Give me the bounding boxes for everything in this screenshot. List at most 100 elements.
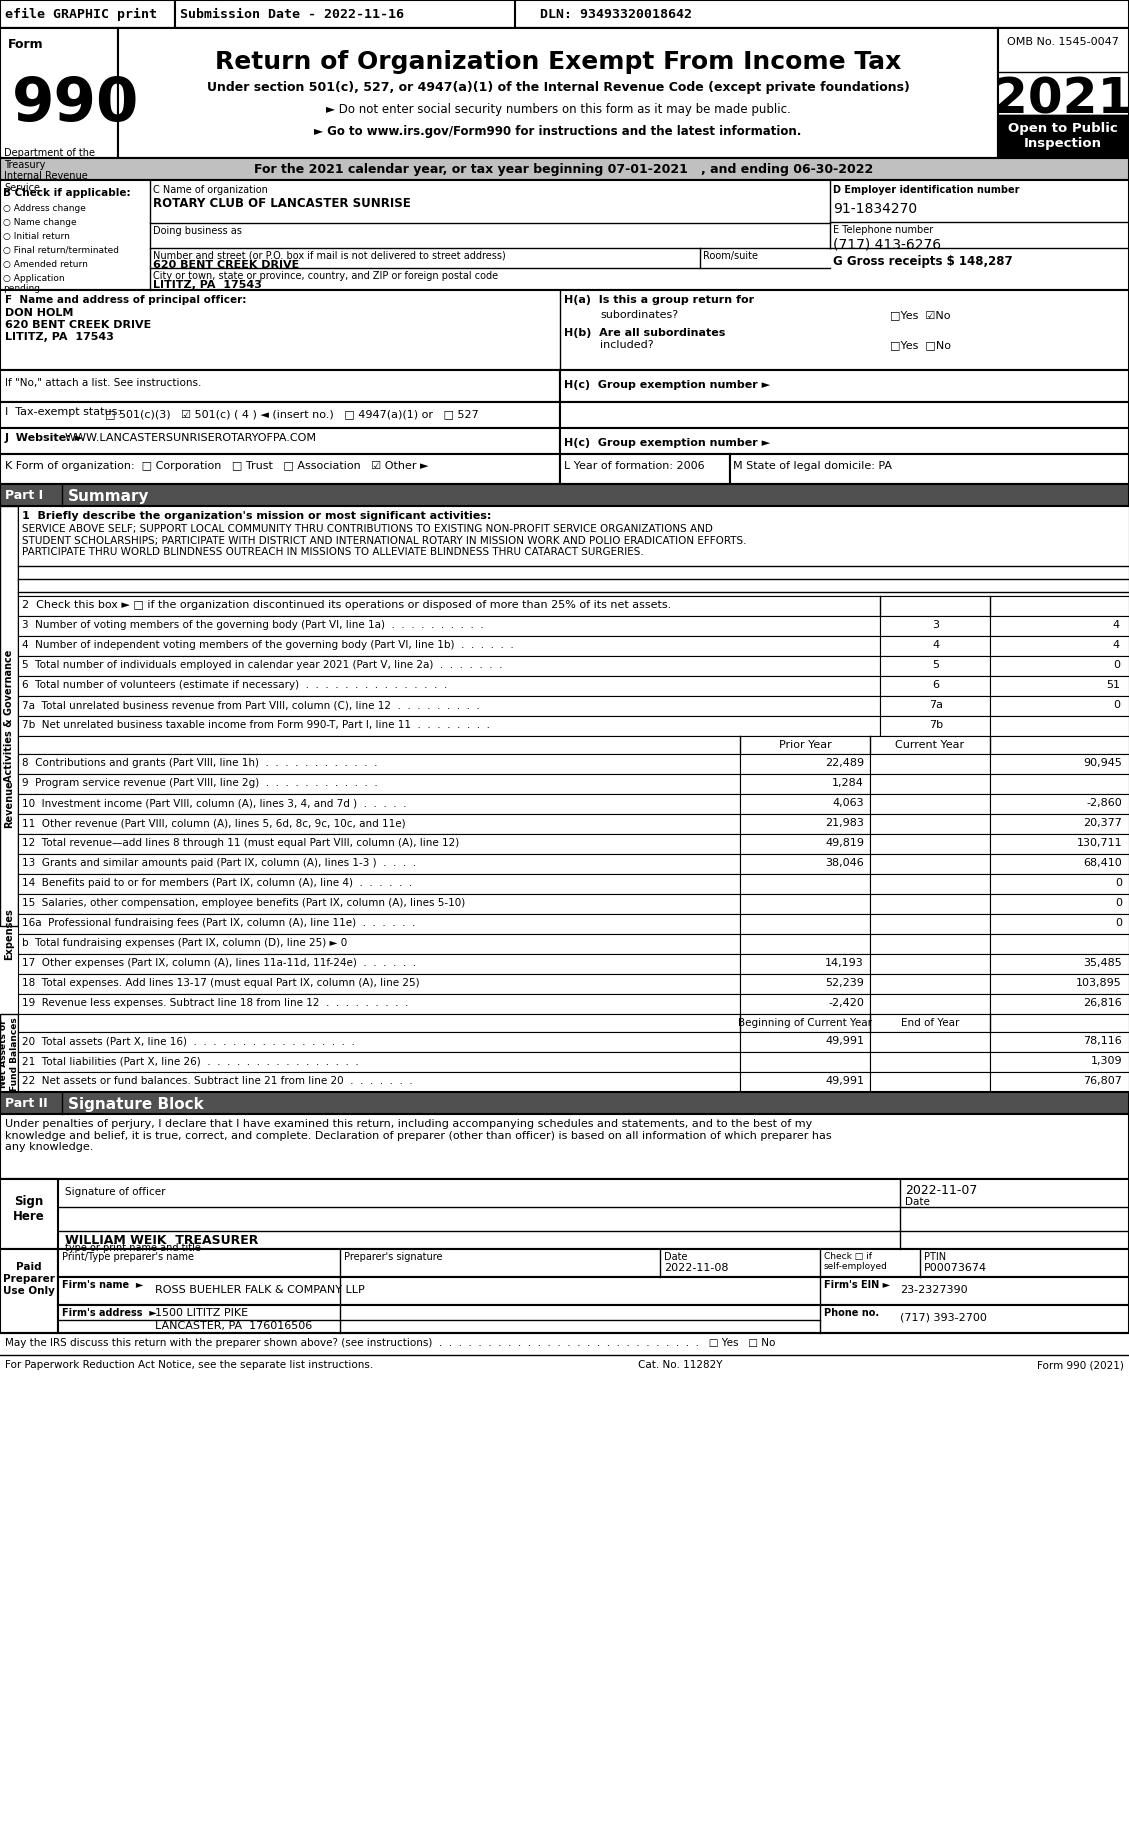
Bar [879, 656, 990, 676]
Bar [58, 1305, 1129, 1332]
Text: 0: 0 [1113, 660, 1120, 671]
Text: LITITZ, PA  17543: LITITZ, PA 17543 [154, 281, 262, 290]
Text: 1500 LITITZ PIKE: 1500 LITITZ PIKE [155, 1308, 248, 1318]
Text: B Check if applicable:: B Check if applicable: [3, 188, 131, 198]
Text: H(c)  Group exemption number ►: H(c) Group exemption number ► [564, 438, 770, 447]
Bar [739, 894, 870, 915]
Text: 4,063: 4,063 [832, 798, 864, 808]
Text: 38,046: 38,046 [825, 857, 864, 869]
Text: Phone no.: Phone no. [824, 1308, 879, 1318]
Text: City or town, state or province, country, and ZIP or foreign postal code: City or town, state or province, country… [154, 272, 498, 281]
Bar [18, 615, 879, 636]
Bar [18, 915, 739, 933]
Text: Beginning of Current Year: Beginning of Current Year [738, 1018, 872, 1027]
Bar [18, 715, 879, 736]
Bar [879, 715, 990, 736]
Text: 5: 5 [933, 660, 939, 671]
Text: SERVICE ABOVE SELF; SUPPORT LOCAL COMMUNITY THRU CONTRIBUTIONS TO EXISTING NON-P: SERVICE ABOVE SELF; SUPPORT LOCAL COMMUN… [21, 525, 746, 558]
Text: M State of legal domicile: PA: M State of legal domicile: PA [733, 460, 892, 471]
Bar [730, 455, 1129, 484]
Text: b  Total fundraising expenses (Part IX, column (D), line 25) ► 0: b Total fundraising expenses (Part IX, c… [21, 939, 348, 948]
Bar [18, 1072, 739, 1092]
Bar [990, 954, 1129, 974]
Bar [18, 933, 739, 954]
Bar [739, 1072, 870, 1092]
Text: Under penalties of perjury, I declare that I have examined this return, includin: Under penalties of perjury, I declare th… [5, 1120, 832, 1151]
Text: For the 2021 calendar year, or tax year beginning 07-01-2021   , and ending 06-3: For the 2021 calendar year, or tax year … [254, 163, 874, 176]
Text: Cat. No. 11282Y: Cat. No. 11282Y [638, 1360, 723, 1369]
Text: 6: 6 [933, 680, 939, 689]
Bar [0, 1249, 58, 1332]
Bar [998, 115, 1129, 157]
Text: 2  Check this box ► □ if the organization discontinued its operations or dispose: 2 Check this box ► □ if the organization… [21, 601, 672, 610]
Text: L Year of formation: 2006: L Year of formation: 2006 [564, 460, 704, 471]
Bar [18, 774, 739, 795]
Bar [0, 1179, 58, 1249]
Text: 2022-11-07: 2022-11-07 [905, 1185, 978, 1198]
Text: Form: Form [8, 39, 44, 52]
Text: ○ Amended return: ○ Amended return [3, 261, 88, 270]
Bar [739, 774, 870, 795]
Text: ○ Initial return: ○ Initial return [3, 233, 70, 240]
Bar [0, 429, 560, 455]
Text: 2022-11-08: 2022-11-08 [664, 1262, 728, 1273]
Text: 0: 0 [1115, 918, 1122, 928]
Bar [879, 636, 990, 656]
Bar [0, 455, 560, 484]
Bar [739, 854, 870, 874]
Bar [870, 915, 990, 933]
Text: P00073674: P00073674 [924, 1262, 987, 1273]
Bar [870, 933, 990, 954]
Text: Check □ if
self-employed: Check □ if self-employed [824, 1251, 887, 1271]
Text: 16a  Professional fundraising fees (Part IX, column (A), line 11e)  .  .  .  .  : 16a Professional fundraising fees (Part … [21, 918, 415, 928]
Text: I  Tax-exempt status:: I Tax-exempt status: [5, 407, 121, 418]
Text: 18  Total expenses. Add lines 13-17 (must equal Part IX, column (A), line 25): 18 Total expenses. Add lines 13-17 (must… [21, 978, 420, 989]
Text: -2,420: -2,420 [829, 998, 864, 1007]
Bar [739, 795, 870, 813]
Text: Firm's address  ►: Firm's address ► [62, 1308, 157, 1318]
Text: 8  Contributions and grants (Part VIII, line 1h)  .  .  .  .  .  .  .  .  .  .  : 8 Contributions and grants (Part VIII, l… [21, 758, 377, 769]
Bar [18, 833, 739, 854]
Bar [18, 813, 739, 833]
Bar [870, 795, 990, 813]
Text: 7b: 7b [929, 721, 943, 730]
Bar [870, 833, 990, 854]
Text: Preparer's signature: Preparer's signature [344, 1251, 443, 1262]
Text: 4  Number of independent voting members of the governing body (Part VI, line 1b): 4 Number of independent voting members o… [21, 639, 514, 650]
Text: subordinates?: subordinates? [599, 310, 679, 320]
Text: ○ Application
pending: ○ Application pending [3, 274, 64, 294]
Bar [0, 28, 1129, 157]
Text: 68,410: 68,410 [1083, 857, 1122, 869]
Bar [560, 370, 1129, 403]
Text: 21  Total liabilities (Part X, line 26)  .  .  .  .  .  .  .  .  .  .  .  .  .  : 21 Total liabilities (Part X, line 26) .… [21, 1055, 359, 1066]
Bar [18, 697, 879, 715]
Text: Department of the
Treasury
Internal Revenue
Service: Department of the Treasury Internal Reve… [5, 148, 95, 192]
Text: 49,991: 49,991 [825, 1037, 864, 1046]
Text: Expenses: Expenses [5, 907, 14, 959]
Text: Number and street (or P.O. box if mail is not delivered to street address): Number and street (or P.O. box if mail i… [154, 251, 506, 261]
Text: 76,807: 76,807 [1083, 1076, 1122, 1087]
Text: G Gross receipts $ 148,287: G Gross receipts $ 148,287 [833, 255, 1013, 268]
Text: 49,991: 49,991 [825, 1076, 864, 1087]
Bar [739, 813, 870, 833]
Text: 52,239: 52,239 [825, 978, 864, 989]
Text: Revenue: Revenue [5, 780, 14, 828]
Bar [990, 833, 1129, 854]
Text: ROSS BUEHLER FALK & COMPANY LLP: ROSS BUEHLER FALK & COMPANY LLP [155, 1284, 365, 1295]
Bar [739, 754, 870, 774]
Text: (717) 413-6276: (717) 413-6276 [833, 238, 942, 251]
Bar [990, 1072, 1129, 1092]
Text: Signature of officer: Signature of officer [65, 1186, 166, 1198]
Text: Current Year: Current Year [895, 739, 964, 750]
Text: □Yes  □No: □Yes □No [890, 340, 951, 349]
Bar [990, 854, 1129, 874]
Bar [18, 1015, 1129, 1031]
Text: 15  Salaries, other compensation, employee benefits (Part IX, column (A), lines : 15 Salaries, other compensation, employe… [21, 898, 465, 907]
Bar [18, 1052, 739, 1072]
Text: 23-2327390: 23-2327390 [900, 1284, 968, 1295]
Text: 620 BENT CREEK DRIVE: 620 BENT CREEK DRIVE [154, 261, 299, 270]
Bar [990, 1031, 1129, 1052]
Text: ► Go to www.irs.gov/Form990 for instructions and the latest information.: ► Go to www.irs.gov/Form990 for instruct… [314, 126, 802, 139]
Bar [18, 506, 1129, 597]
Bar [18, 676, 879, 697]
